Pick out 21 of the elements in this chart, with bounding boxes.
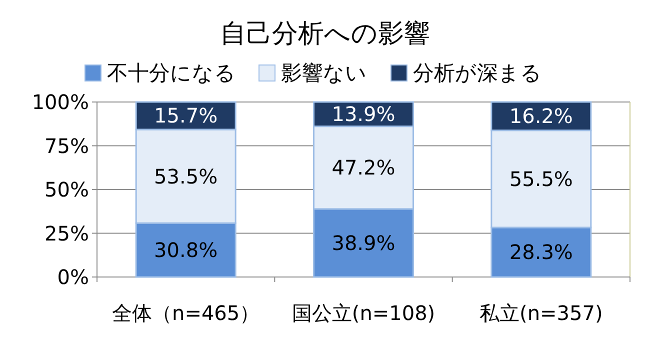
data-label: 47.2% — [332, 156, 396, 180]
x-tick-label: 私立(n=357) — [480, 301, 603, 325]
data-label: 15.7% — [154, 104, 218, 128]
legend-label: 不十分になる — [107, 61, 236, 85]
data-label: 53.5% — [154, 164, 218, 188]
data-label: 16.2% — [509, 104, 573, 128]
data-label: 55.5% — [509, 166, 573, 191]
data-label: 13.9% — [332, 102, 396, 126]
data-label: 38.9% — [332, 230, 396, 255]
data-label: 28.3% — [509, 240, 573, 264]
y-tick-label: 25% — [44, 221, 89, 246]
y-tick-label: 100% — [32, 90, 89, 114]
y-tick-label: 0% — [57, 265, 89, 289]
x-tick-label: 国公立(n=108) — [292, 301, 436, 325]
y-tick-label: 50% — [44, 178, 89, 202]
x-tick-label: 全体（n=465） — [112, 301, 260, 325]
data-label: 30.8% — [154, 238, 218, 262]
title: 自己分析への影響 — [220, 19, 430, 49]
legend-label: 分析が深まる — [413, 61, 542, 85]
y-tick-label: 75% — [44, 134, 89, 158]
legend-label: 影響ない — [281, 61, 367, 85]
